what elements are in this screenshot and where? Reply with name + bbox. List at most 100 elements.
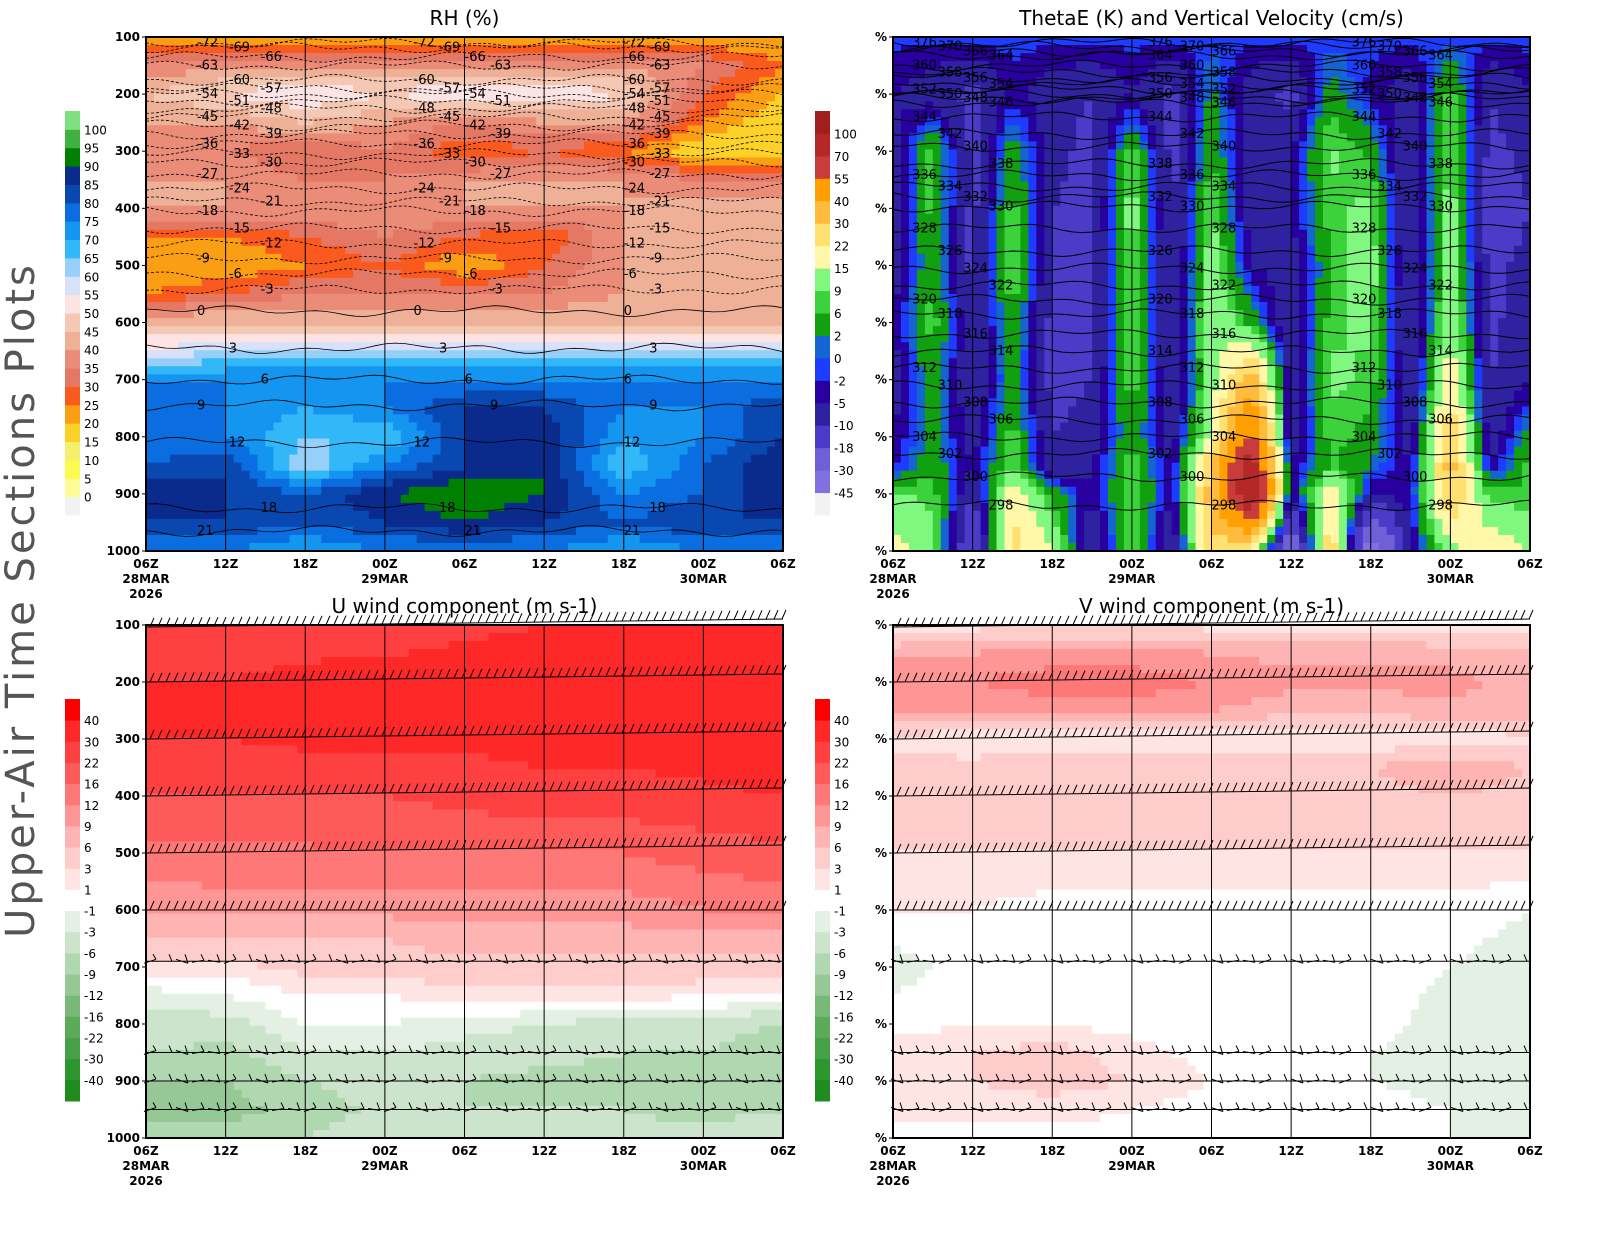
contour-cell [695, 77, 704, 86]
contour-cell [457, 222, 466, 231]
contour-cell [552, 350, 561, 359]
contour-cell [226, 206, 235, 215]
contour-cell [488, 190, 497, 199]
contour-cell [353, 455, 362, 464]
contour-cell [441, 69, 450, 78]
contour-cell [568, 278, 577, 287]
contour-cell [377, 93, 386, 102]
contour-cell [202, 503, 211, 512]
contour-cell [457, 447, 466, 456]
contour-cell [178, 487, 187, 496]
contour-cell [385, 230, 394, 239]
contour-cell [608, 270, 617, 279]
contour-cell [608, 382, 617, 391]
contour-cell [687, 254, 696, 263]
contour-cell [488, 262, 497, 271]
contour-cell [305, 366, 314, 375]
contour-cell [194, 495, 203, 504]
contour-cell [162, 206, 171, 215]
contour-cell [544, 270, 553, 279]
contour-cell [695, 182, 704, 191]
contour-cell [385, 246, 394, 255]
contour-cell [465, 133, 474, 142]
contour-cell [226, 366, 235, 375]
contour-cell [528, 398, 537, 407]
contour-cell [480, 390, 489, 399]
contour-cell [536, 310, 545, 319]
contour-cell [273, 117, 282, 126]
contour-cell [257, 447, 266, 456]
contour-cell [560, 447, 569, 456]
contour-cell [496, 190, 505, 199]
contour-cell [289, 294, 298, 303]
contour-cell [178, 149, 187, 158]
contour-cell [417, 366, 426, 375]
contour-cell [592, 463, 601, 472]
contour-cell [361, 447, 370, 456]
contour-cell [751, 382, 760, 391]
contour-cell [488, 358, 497, 367]
contour-cell [656, 374, 665, 383]
contour-cell [417, 471, 426, 480]
contour-cell [735, 190, 744, 199]
contour-cell [480, 230, 489, 239]
contour-cell [337, 342, 346, 351]
contour-cell [337, 133, 346, 142]
contour-cell [409, 270, 418, 279]
contour-cell [186, 519, 195, 528]
contour-cell [146, 390, 155, 399]
contour-cell [536, 414, 545, 423]
contour-cell [536, 278, 545, 287]
contour-cell [210, 471, 219, 480]
contour-cell [703, 190, 712, 199]
contour-cell [759, 471, 768, 480]
contour-cell [369, 414, 378, 423]
contour-cell [146, 222, 155, 231]
contour-cell [743, 246, 752, 255]
contour-cell [186, 254, 195, 263]
contour-cell [496, 310, 505, 319]
contour-cell [401, 133, 410, 142]
contour-cell [592, 238, 601, 247]
contour-cell [608, 334, 617, 343]
contour-cell [552, 503, 561, 512]
contour-cell [568, 174, 577, 183]
contour-cell [194, 431, 203, 440]
contour-cell [695, 495, 704, 504]
contour-cell [377, 479, 386, 488]
contour-cell [353, 318, 362, 327]
contour-cell [202, 479, 211, 488]
contour-cell [289, 278, 298, 287]
contour-cell [313, 133, 322, 142]
contour-cell [449, 423, 458, 432]
contour-cell [600, 511, 609, 520]
contour-cell [289, 350, 298, 359]
contour-cell [544, 166, 553, 175]
contour-cell [528, 262, 537, 271]
contour-cell [377, 366, 386, 375]
contour-cell [194, 294, 203, 303]
contour-cell [337, 182, 346, 191]
contour-cell [369, 262, 378, 271]
contour-cell [743, 511, 752, 520]
contour-cell [520, 326, 529, 335]
contour-cell [465, 423, 474, 432]
contour-cell [576, 342, 585, 351]
contour-cell [488, 511, 497, 520]
contour-cell [361, 222, 370, 231]
contour-cell [289, 157, 298, 166]
contour-cell [727, 366, 736, 375]
contour-cell [672, 278, 681, 287]
contour-cell [576, 406, 585, 415]
contour-cell [337, 141, 346, 150]
contour-cell [759, 214, 768, 223]
contour-cell [751, 487, 760, 496]
contour-cell [592, 495, 601, 504]
contour-cell [186, 190, 195, 199]
contour-cell [289, 406, 298, 415]
contour-cell [250, 350, 259, 359]
contour-cell [361, 423, 370, 432]
contour-cell [560, 214, 569, 223]
contour-cell [281, 206, 290, 215]
contour-cell [679, 350, 688, 359]
